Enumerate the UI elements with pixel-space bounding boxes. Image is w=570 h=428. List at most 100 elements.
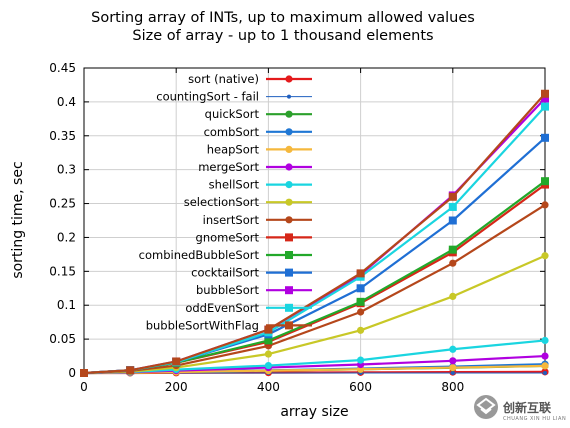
- series-12: [80, 94, 549, 377]
- y-tick-label: 0.4: [57, 95, 76, 109]
- legend-marker: [285, 216, 293, 224]
- data-point: [541, 201, 549, 209]
- legend-label: oddEvenSort: [185, 301, 259, 315]
- series-line: [83, 254, 546, 375]
- data-point: [264, 336, 273, 345]
- legend-item: quickSort: [205, 107, 312, 121]
- data-point: [356, 297, 365, 306]
- series-line: [83, 105, 546, 375]
- series-7: [80, 252, 549, 377]
- brand-logo-icon: [474, 395, 498, 419]
- legend-label: quickSort: [205, 107, 260, 121]
- legend-item: sort (native): [188, 72, 312, 86]
- chart-title-line-1: Sorting array of INTs, up to maximum all…: [91, 10, 475, 26]
- legend-marker: [285, 286, 293, 295]
- legend-marker: [285, 128, 293, 136]
- data-point: [356, 284, 365, 293]
- legend-marker: [287, 94, 291, 99]
- data-point: [541, 252, 549, 260]
- watermark-subtext: CHUANG XIN HU LIAN: [503, 416, 566, 422]
- legend-marker: [285, 145, 293, 153]
- data-point: [448, 245, 457, 254]
- data-point: [356, 269, 365, 278]
- watermark: 创新互联 CHUANG XIN HU LIAN: [474, 395, 566, 422]
- brand-logo-mark: [476, 397, 496, 415]
- data-point: [541, 336, 549, 345]
- legend-item: selectionSort: [184, 195, 312, 209]
- data-point: [264, 361, 272, 370]
- y-axis-label: sorting time, sec: [10, 161, 26, 278]
- data-point: [448, 202, 457, 211]
- x-tick-label: 0: [80, 380, 88, 394]
- legend-marker: [285, 75, 293, 83]
- data-point: [449, 357, 457, 365]
- data-point: [541, 133, 549, 142]
- data-point: [172, 357, 181, 366]
- data-point: [264, 325, 273, 334]
- chart-title-line-2: Size of array - up to 1 thousand element…: [132, 28, 433, 44]
- y-tick-label: 0.35: [49, 129, 76, 143]
- watermark-text: 创新互联: [502, 400, 551, 415]
- x-tick-label: 400: [257, 380, 280, 394]
- data-point: [541, 89, 549, 98]
- series-14: [80, 89, 549, 377]
- grid: [84, 68, 545, 373]
- legend-item: bubbleSortWithFlag: [146, 318, 312, 332]
- legend-item: oddEvenSort: [185, 301, 312, 315]
- legend-label: mergeSort: [198, 160, 259, 174]
- x-tick-label: 800: [441, 380, 464, 394]
- legend: sort (native) countingSort - fail quickSor…: [139, 72, 312, 332]
- legend-item: insertSort: [203, 213, 312, 227]
- data-point: [264, 350, 272, 358]
- y-tick-label: 0.1: [57, 298, 76, 312]
- data-point: [541, 102, 549, 111]
- data-point: [357, 326, 365, 334]
- data-point: [541, 362, 549, 370]
- legend-label: sort (native): [188, 72, 259, 86]
- legend-marker: [285, 181, 293, 189]
- data-point: [449, 292, 457, 301]
- legend-item: gnomeSort: [196, 230, 312, 244]
- data-point: [357, 308, 365, 316]
- legend-marker: [285, 251, 293, 259]
- legend-label: heapSort: [207, 142, 260, 156]
- y-tick-label: 0.2: [57, 230, 76, 244]
- data-point: [541, 94, 549, 103]
- legend-marker: [285, 198, 293, 206]
- data-point: [448, 192, 457, 201]
- x-tick-label: 200: [165, 380, 188, 394]
- data-point: [541, 352, 549, 360]
- legend-label: countingSort - fail: [156, 90, 259, 104]
- series-lines: [80, 89, 549, 377]
- legend-marker: [285, 268, 293, 277]
- legend-marker: [285, 233, 293, 242]
- legend-item: heapSort: [207, 142, 312, 156]
- series-line: [83, 183, 546, 375]
- data-point: [449, 363, 457, 372]
- y-tick-label: 0.05: [49, 332, 76, 346]
- series-13: [80, 102, 549, 377]
- data-point: [357, 356, 365, 364]
- y-tick-label: 0.3: [57, 163, 76, 177]
- legend-label: gnomeSort: [196, 230, 260, 244]
- x-axis-ticks: 0 200 400 600 800: [80, 68, 464, 394]
- legend-item: bubbleSort: [196, 283, 312, 297]
- legend-marker: [285, 110, 293, 118]
- legend-marker: [285, 163, 293, 171]
- legend-marker: [285, 303, 293, 312]
- data-point: [543, 371, 547, 375]
- data-point: [449, 259, 457, 267]
- data-point: [126, 366, 135, 375]
- legend-item: combinedBubbleSort: [139, 248, 312, 262]
- x-axis-label: array size: [280, 404, 348, 420]
- data-point: [450, 371, 455, 375]
- data-point: [80, 369, 88, 377]
- data-point: [448, 216, 457, 225]
- series-line: [83, 180, 546, 375]
- y-tick-label: 0.25: [49, 197, 76, 211]
- y-tick-label: 0.45: [49, 61, 76, 75]
- legend-label: shellSort: [209, 178, 260, 192]
- legend-item: combSort: [204, 125, 312, 139]
- legend-label: bubbleSortWithFlag: [146, 318, 259, 332]
